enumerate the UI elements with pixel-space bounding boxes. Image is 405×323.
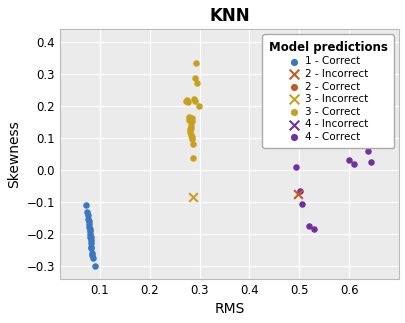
3 - Correct [189,141,195,146]
2 - Correct [284,93,290,99]
3 - Correct [182,99,188,104]
2 - Correct [277,91,284,96]
1 - Correct [87,231,93,236]
2 - Correct [296,97,303,102]
2 - Correct [287,68,293,73]
3 - Correct [190,96,196,101]
3 - Correct [195,103,201,109]
1 - Correct [85,222,92,227]
4 - Correct [369,108,375,113]
3 - Correct [189,156,196,161]
4 - Correct [305,223,312,228]
2 - Incorrect [295,91,302,96]
4 - Correct [361,110,367,115]
2 - Correct [288,78,294,84]
2 - Correct [284,103,291,109]
3 - Correct [184,99,190,105]
1 - Correct [87,238,94,243]
4 - Correct [296,188,303,193]
4 - Incorrect [349,115,355,120]
4 - Correct [367,159,373,164]
2 - Correct [300,109,307,114]
2 - Correct [279,88,286,93]
2 - Correct [293,91,300,96]
3 - Correct [192,60,198,66]
2 - Correct [309,83,316,88]
3 - Correct [185,117,192,122]
4 - Correct [320,43,327,48]
2 - Correct [265,83,272,88]
1 - Correct [86,226,93,232]
2 - Correct [282,99,289,105]
3 - Correct [193,80,199,86]
3 - Correct [183,97,190,102]
1 - Correct [88,241,94,246]
4 - Correct [310,226,317,232]
1 - Correct [88,246,94,251]
2 - Incorrect [294,191,300,196]
4 - Correct [315,111,322,117]
3 - Correct [188,135,195,140]
1 - Correct [85,217,91,222]
1 - Correct [89,252,95,257]
2 - Correct [281,96,288,101]
1 - Correct [83,203,90,208]
3 - Incorrect [189,194,196,200]
1 - Correct [91,263,98,268]
4 - Incorrect [341,114,347,119]
2 - Correct [272,84,278,89]
1 - Correct [86,225,92,230]
2 - Correct [275,97,281,102]
1 - Correct [87,234,93,240]
X-axis label: RMS: RMS [214,302,244,316]
3 - Correct [188,122,194,127]
4 - Correct [292,164,298,169]
Legend: 1 - Correct, 2 - Incorrect, 2 - Correct, 3 - Incorrect, 3 - Correct, 4 - Incorre: 1 - Correct, 2 - Incorrect, 2 - Correct,… [262,35,393,148]
3 - Correct [191,76,197,81]
4 - Correct [354,89,360,94]
1 - Correct [88,250,95,255]
2 - Correct [294,96,301,101]
4 - Correct [364,148,371,153]
3 - Correct [188,136,195,141]
1 - Correct [86,228,93,233]
1 - Correct [90,255,96,260]
3 - Correct [185,115,191,120]
3 - Correct [186,130,193,135]
2 - Correct [290,89,297,94]
1 - Correct [87,234,94,240]
2 - Correct [289,96,296,101]
1 - Correct [84,209,90,214]
4 - Correct [350,161,356,166]
2 - Correct [304,70,311,75]
1 - Correct [85,212,91,217]
4 - Correct [298,201,304,206]
3 - Correct [186,126,192,131]
4 - Correct [345,158,352,163]
3 - Correct [188,116,194,121]
3 - Correct [191,98,197,103]
3 - Correct [188,119,194,124]
3 - Correct [188,125,194,130]
Title: KNN: KNN [209,7,249,25]
4 - Correct [356,100,363,105]
3 - Correct [187,133,193,138]
1 - Correct [85,219,92,224]
1 - Correct [88,244,94,249]
Y-axis label: Skewness: Skewness [7,120,21,188]
2 - Correct [298,84,304,89]
